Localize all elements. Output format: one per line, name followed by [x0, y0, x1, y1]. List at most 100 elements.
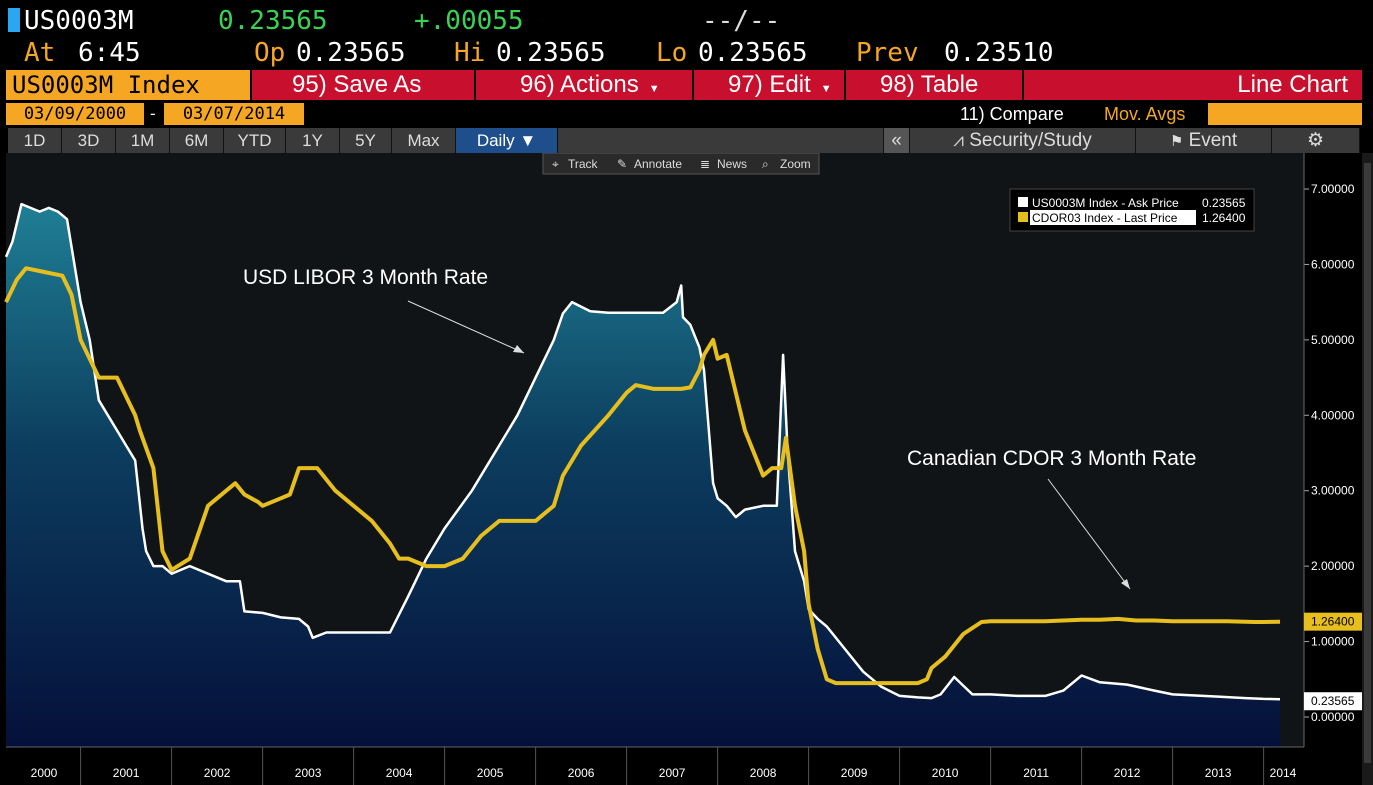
- last-price: 0.23565: [218, 6, 328, 36]
- cdor-last-value: 1.26400: [1311, 615, 1355, 629]
- zoom-tool[interactable]: Zoom: [780, 157, 811, 171]
- y-tick-label: 4.00000: [1311, 408, 1355, 422]
- flag-icon: ⚑: [1169, 133, 1184, 150]
- ticker-symbol[interactable]: US0003M: [24, 6, 134, 36]
- annotation-libor-arrowhead: [513, 345, 524, 353]
- collapse-button[interactable]: «: [884, 128, 910, 153]
- magnifier-icon: ⌕: [762, 157, 769, 171]
- event-label: Event: [1188, 130, 1238, 151]
- legend-swatch-libor: [1018, 197, 1028, 207]
- legend-cdor-value: 1.26400: [1202, 211, 1246, 225]
- annotation-libor: USD LIBOR 3 Month Rate: [243, 266, 488, 289]
- save-as-label: 95) Save As: [292, 71, 422, 98]
- date-range-bar: 03/09/2000 - 03/07/2014 11) Compare Mov.…: [0, 101, 1373, 127]
- bid-ask-size: --/--: [702, 6, 781, 36]
- news-icon: ≣: [700, 157, 710, 171]
- x-tick-label: 2014: [1270, 766, 1297, 780]
- line-chart[interactable]: ⌖ Track ✎ Annotate ≣ News ⌕ Zoom US0003M…: [0, 153, 1373, 785]
- quote-bar: At 6:45 Op 0.23565 Hi 0.23565 Lo 0.23565…: [0, 38, 1373, 70]
- event-button[interactable]: ⚑ Event: [1136, 128, 1272, 153]
- x-tick-label: 2004: [386, 766, 413, 780]
- actions-menu[interactable]: 96) Actions ▼: [476, 70, 692, 100]
- edit-label: 97) Edit: [728, 71, 811, 98]
- legend-libor-value: 0.23565: [1202, 196, 1246, 210]
- study-chart-icon: ⩘: [953, 130, 964, 151]
- frequency-select[interactable]: Daily ▼: [456, 128, 558, 153]
- period-1m[interactable]: 1M: [116, 128, 170, 153]
- y-tick-label: 5.00000: [1311, 333, 1355, 347]
- track-tool[interactable]: Track: [568, 157, 599, 171]
- security-study-button[interactable]: ⩘ Security/Study: [910, 128, 1136, 153]
- y-tick-label: 0.00000: [1311, 710, 1355, 724]
- table-button[interactable]: 98) Table: [846, 70, 1022, 100]
- open-value: 0.23565: [296, 38, 406, 68]
- index-field[interactable]: US0003M Index: [6, 70, 250, 100]
- annotations: USD LIBOR 3 Month Rate Canadian CDOR 3 M…: [243, 266, 1196, 590]
- date-separator: -: [148, 104, 158, 123]
- y-axis-panel: [1304, 153, 1362, 747]
- dropdown-arrow-icon: ▼: [648, 83, 660, 95]
- y-axis: 0.00000 1.00000 2.00000 3.00000 4.00000 5.000…: [1303, 153, 1355, 747]
- libor-last-tag: [1304, 692, 1362, 711]
- mov-avgs-button[interactable]: Mov. Avgs: [1104, 104, 1186, 124]
- x-tick-label: 2003: [295, 766, 322, 780]
- period-6m[interactable]: 6M: [170, 128, 224, 153]
- x-tick-label: 2013: [1205, 766, 1232, 780]
- period-1y[interactable]: 1Y: [286, 128, 340, 153]
- period-max[interactable]: Max: [392, 128, 456, 153]
- edit-menu[interactable]: 97) Edit ▼: [694, 70, 844, 100]
- compare-button[interactable]: 11) Compare: [960, 104, 1064, 124]
- y-tick-label: 1.00000: [1311, 635, 1355, 649]
- end-date-field[interactable]: 03/07/2014: [164, 103, 304, 125]
- mov-avgs-field[interactable]: [1208, 103, 1362, 125]
- open-label: Op: [254, 38, 286, 68]
- annotation-cdor: Canadian CDOR 3 Month Rate: [907, 447, 1196, 470]
- chart-tools: ⌖ Track ✎ Annotate ≣ News ⌕ Zoom: [542, 153, 820, 175]
- chart-tools-bg: [542, 153, 820, 175]
- input-cursor: [8, 8, 20, 32]
- pencil-icon: ✎: [617, 157, 627, 171]
- news-tool[interactable]: News: [717, 157, 747, 171]
- actions-label: 96) Actions: [520, 71, 639, 98]
- period-toolbar: 1D 3D 1M 6M YTD 1Y 5Y Max Daily ▼ « ⩘ Se…: [0, 128, 1373, 153]
- scrollbar-thumb[interactable]: [1364, 163, 1371, 763]
- period-ytd[interactable]: YTD: [224, 128, 286, 153]
- x-tick-label: 2012: [1114, 766, 1141, 780]
- crosshair-icon: ⌖: [552, 157, 559, 171]
- x-tick-label: 2000: [31, 766, 58, 780]
- period-1d[interactable]: 1D: [8, 128, 62, 153]
- high-label: Hi: [454, 38, 486, 68]
- libor-last-value: 0.23565: [1311, 694, 1355, 708]
- x-tick-label: 2009: [841, 766, 868, 780]
- annotate-tool[interactable]: Annotate: [634, 157, 682, 171]
- legend-cdor-name: CDOR03 Index - Last Price: [1032, 211, 1178, 225]
- x-tick-label: 2011: [1023, 766, 1049, 780]
- high-value: 0.23565: [496, 38, 606, 68]
- menu-bar: US0003M Index 95) Save As 96) Actions ▼ 9…: [0, 70, 1373, 100]
- cdor-last-tag: [1304, 612, 1362, 631]
- start-date-field[interactable]: 03/09/2000: [6, 103, 144, 125]
- y-tick-label: 2.00000: [1311, 559, 1355, 573]
- low-value: 0.23565: [698, 38, 808, 68]
- x-tick-label: 2001: [113, 766, 140, 780]
- x-tick-label: 2002: [204, 766, 231, 780]
- prev-label: Prev: [856, 38, 919, 68]
- period-5y[interactable]: 5Y: [340, 128, 392, 153]
- security-study-label: Security/Study: [969, 130, 1092, 151]
- prev-value: 0.23510: [944, 38, 1054, 68]
- gear-icon: ⚙: [1306, 130, 1325, 151]
- chart-type-label: Line Chart: [1024, 70, 1362, 100]
- ticker-bar: US0003M 0.23565 +.00055 --/--: [0, 0, 1373, 38]
- period-3d[interactable]: 3D: [62, 128, 116, 153]
- settings-button[interactable]: ⚙: [1272, 128, 1360, 153]
- last-value-tags: 1.26400 0.23565: [1304, 612, 1362, 711]
- x-tick-label: 2007: [659, 766, 686, 780]
- legend-libor-name: US0003M Index - Ask Price: [1032, 196, 1179, 210]
- annotation-libor-arrow: [407, 300, 525, 354]
- net-change: +.00055: [414, 6, 524, 36]
- save-as-button[interactable]: 95) Save As: [252, 70, 474, 100]
- legend-cdor-highlight: [1030, 210, 1196, 225]
- dropdown-arrow-icon: ▼: [820, 83, 832, 95]
- time-label: At: [24, 38, 56, 68]
- cdor-series-line: [4, 266, 1281, 686]
